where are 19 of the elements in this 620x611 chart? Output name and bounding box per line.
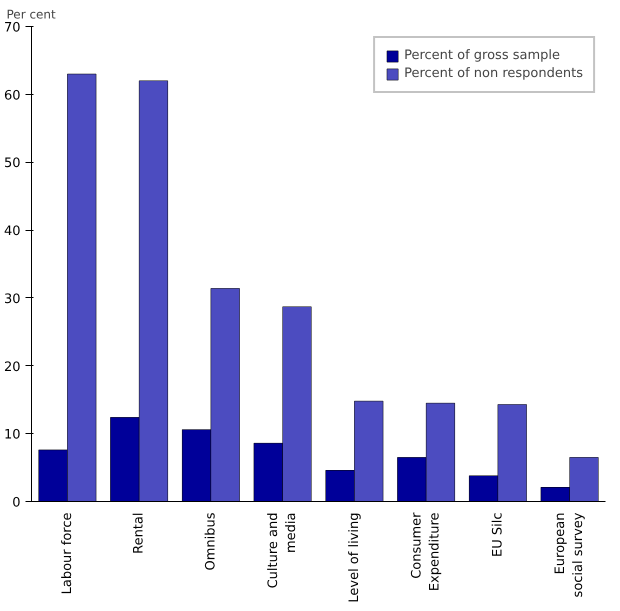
y-tick-label: 40 — [4, 224, 21, 240]
x-tick-label: Labour force — [60, 512, 75, 594]
y-axis-title: Per cent — [6, 8, 56, 22]
y-tick-label: 70 — [4, 20, 21, 36]
x-tick-label: Omnibus — [203, 512, 218, 571]
x-tick-label: Rental — [132, 512, 147, 554]
x-tick-label: European social survey — [553, 512, 586, 598]
y-tick-label: 0 — [12, 496, 21, 510]
x-tick-label: EU Silc — [490, 512, 506, 557]
x-tick-label: Level of living — [346, 512, 362, 603]
y-tick-label: 50 — [4, 156, 21, 172]
y-tick-label: 60 — [4, 88, 21, 104]
legend-label: Percent of non respondents — [404, 66, 583, 81]
legend-label: Percent of gross sample — [404, 48, 560, 63]
y-tick-label: 10 — [4, 428, 21, 443]
x-tick-label: Culture and media — [266, 512, 300, 588]
x-tick-label: Consumer Expenditure — [410, 512, 443, 592]
y-tick-label: 20 — [4, 360, 21, 375]
y-tick-label: 30 — [4, 292, 21, 307]
